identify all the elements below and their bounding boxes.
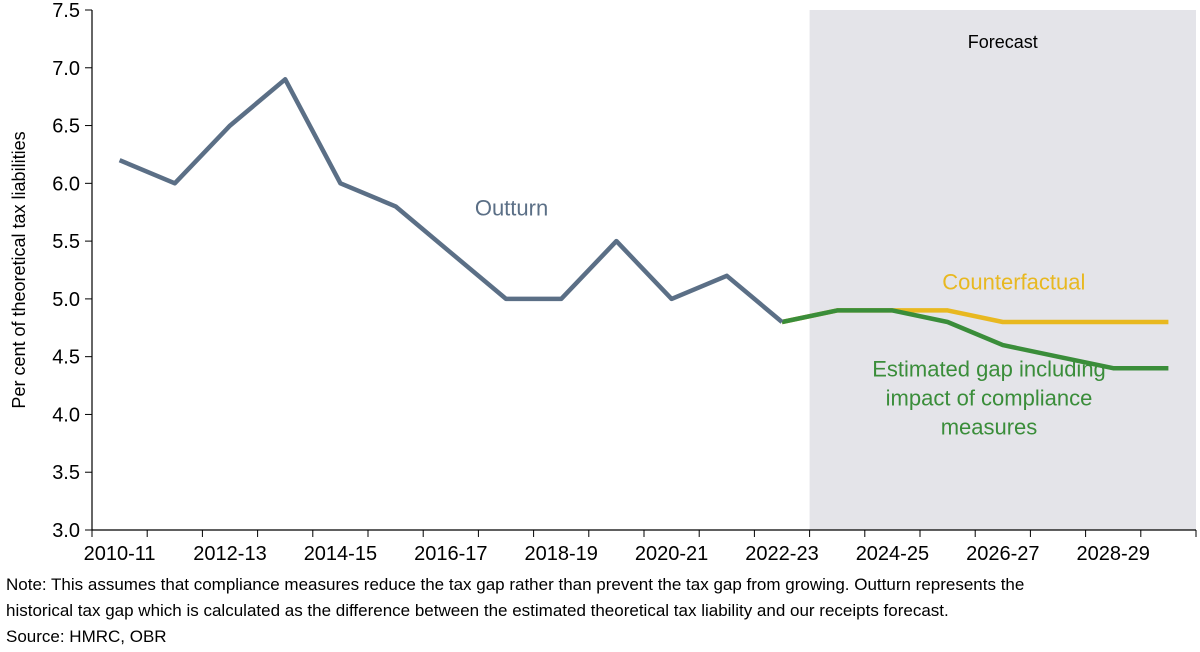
x-tick-label: 2010-11: [84, 543, 156, 565]
x-tick-label: 2026-27: [966, 543, 1039, 565]
x-tick-label: 2020-21: [635, 543, 708, 565]
x-tick-label: 2012-13: [193, 543, 266, 565]
y-tick-label: 7.0: [52, 58, 80, 80]
x-tick-label: 2024-25: [856, 543, 929, 565]
y-tick-label: 4.0: [52, 404, 80, 426]
forecast-label: Forecast: [968, 32, 1038, 52]
y-tick-label: 7.5: [52, 0, 80, 22]
chart: Forecast 3.0 3.5 4.0 4.5 5.0 5.5 6.0 6.5 7.0 7.5 20…: [9, 0, 1197, 565]
y-tick-label: 5.0: [52, 289, 80, 311]
series-line-outturn: [118, 77, 784, 324]
y-tick-label: 6.0: [52, 173, 80, 195]
y-tick-label: 3.0: [52, 520, 80, 542]
series-label: Counterfactual: [942, 270, 1085, 295]
note-line-2: historical tax gap which is calculated a…: [6, 601, 949, 620]
x-tick-label: 2022-23: [745, 543, 818, 565]
source-line: Source: HMRC, OBR: [6, 627, 167, 646]
note-line-1: Note: This assumes that compliance measu…: [6, 575, 1025, 594]
y-tick-label: 4.5: [52, 347, 80, 369]
series-label: Estimated gap including: [872, 356, 1106, 381]
forecast-region: [809, 10, 1196, 530]
y-tick-label: 6.5: [52, 116, 80, 138]
x-tick-label: 2018-19: [524, 543, 597, 565]
y-axis-label: Per cent of theoretical tax liabilities: [9, 131, 29, 408]
series-label: measures: [941, 414, 1038, 439]
x-tick-label: 2014-15: [304, 543, 377, 565]
series-line-estimated-gap-including-impact-of-compliance-measures: [781, 308, 1169, 371]
y-tick-label: 5.5: [52, 231, 80, 253]
series-label: impact of compliance: [886, 385, 1093, 410]
y-tick-label: 3.5: [52, 462, 80, 484]
x-tick-label: 2016-17: [414, 543, 487, 565]
x-tick-label: 2028-29: [1076, 543, 1149, 565]
series-label: Outturn: [475, 196, 548, 221]
